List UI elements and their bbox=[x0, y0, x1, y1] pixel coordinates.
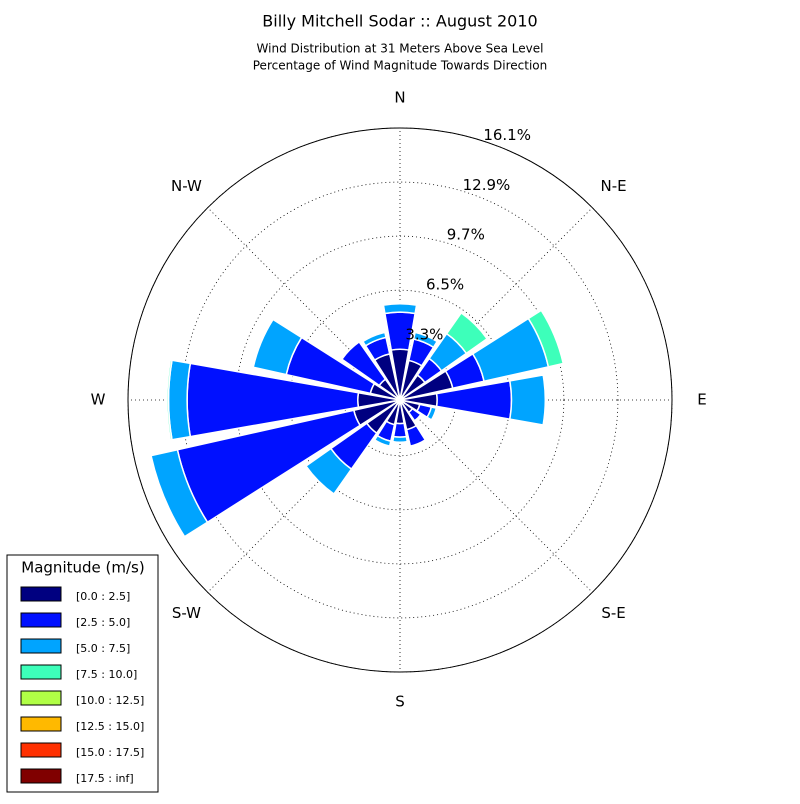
angle-grid bbox=[207, 399, 401, 593]
legend-swatch bbox=[20, 612, 62, 628]
direction-label: S-W bbox=[172, 604, 201, 622]
wedge bbox=[392, 422, 408, 438]
angle-grid bbox=[207, 207, 401, 401]
direction-label: N bbox=[394, 89, 405, 107]
wedge bbox=[412, 331, 439, 349]
direction-label: S-E bbox=[601, 604, 625, 622]
wedge bbox=[167, 359, 192, 441]
direction-label: E bbox=[697, 391, 706, 409]
radial-tick-label: 9.7% bbox=[447, 226, 485, 244]
wedge bbox=[361, 331, 387, 347]
wedge bbox=[527, 309, 565, 368]
wedge bbox=[150, 448, 209, 538]
legend-swatch bbox=[20, 716, 62, 732]
radial-tick-label: 3.3% bbox=[405, 326, 443, 344]
wedge bbox=[405, 424, 427, 448]
radial-tick-label: 6.5% bbox=[426, 276, 464, 294]
chart-subtitle: Percentage of Wind Magnitude Towards Dir… bbox=[253, 59, 547, 73]
radial-grid bbox=[235, 235, 565, 565]
radial-tick-label: 12.9% bbox=[463, 176, 511, 194]
legend-swatch bbox=[20, 742, 62, 758]
wedge bbox=[426, 406, 438, 421]
wedge bbox=[382, 303, 418, 315]
direction-label: N-W bbox=[171, 177, 202, 195]
legend-label: [0.0 : 2.5] bbox=[76, 590, 130, 603]
legend-swatch bbox=[20, 768, 62, 784]
legend-label: [10.0 : 12.5] bbox=[76, 694, 144, 707]
legend-label: [12.5 : 15.0] bbox=[76, 720, 144, 733]
legend-swatch bbox=[20, 638, 62, 654]
wedge bbox=[391, 435, 409, 443]
direction-label: W bbox=[91, 391, 106, 409]
direction-label: S bbox=[395, 693, 405, 711]
direction-label: N-E bbox=[600, 177, 626, 195]
legend-label: [7.5 : 10.0] bbox=[76, 668, 137, 681]
chart-title: Billy Mitchell Sodar :: August 2010 bbox=[262, 12, 537, 31]
wedge bbox=[304, 447, 353, 496]
legend-label: [5.0 : 7.5] bbox=[76, 642, 130, 655]
outer-circle bbox=[127, 127, 673, 673]
legend-swatch bbox=[20, 664, 62, 680]
wedge bbox=[166, 359, 173, 441]
legend-label: [2.5 : 5.0] bbox=[76, 616, 130, 629]
legend-label: [17.5 : inf] bbox=[76, 772, 134, 785]
wedge bbox=[445, 311, 489, 355]
chart-subtitle: Wind Distribution at 31 Meters Above Sea… bbox=[257, 42, 544, 56]
wedge bbox=[340, 340, 387, 387]
angle-grid bbox=[399, 207, 593, 401]
wedge bbox=[508, 374, 546, 426]
legend-swatch bbox=[20, 690, 62, 706]
legend-swatch bbox=[20, 586, 62, 602]
wedge bbox=[373, 434, 392, 448]
radial-tick-label: 16.1% bbox=[483, 126, 531, 144]
legend-title: Magnitude (m/s) bbox=[21, 559, 144, 577]
angle-grid bbox=[399, 399, 593, 593]
legend-label: [15.0 : 17.5] bbox=[76, 746, 144, 759]
wedge bbox=[252, 318, 303, 376]
